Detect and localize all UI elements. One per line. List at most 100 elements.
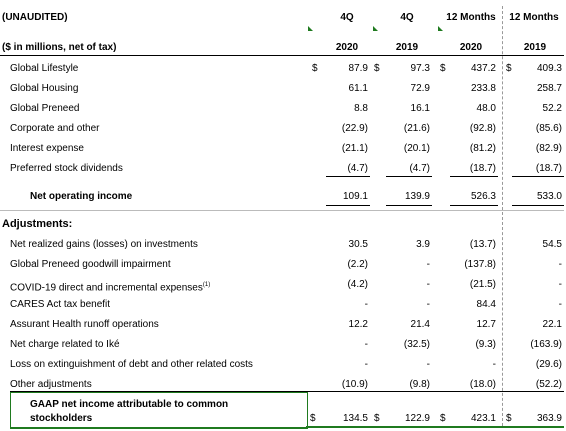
table-row: Other adjustments (10.9) (9.8) (18.0) (5… bbox=[0, 377, 566, 397]
cell: - bbox=[364, 339, 368, 350]
col4-period: 12 Months bbox=[509, 12, 559, 23]
row-label: Net realized gains (losses) on investmen… bbox=[10, 239, 198, 250]
cell: (81.2) bbox=[469, 143, 496, 154]
cell: (20.1) bbox=[403, 143, 430, 154]
cell: - bbox=[492, 359, 496, 370]
row-label: Interest expense bbox=[10, 143, 84, 154]
cell: 437.2 bbox=[470, 63, 496, 74]
row-label: Net operating income bbox=[30, 191, 133, 202]
cell: - bbox=[426, 299, 430, 310]
col1-year: 2020 bbox=[335, 42, 359, 53]
cell: (18.7) bbox=[535, 163, 562, 174]
table-row: Net realized gains (losses) on investmen… bbox=[0, 237, 566, 257]
cell: (13.7) bbox=[469, 239, 496, 250]
cell: - bbox=[364, 299, 368, 310]
cell: (21.6) bbox=[403, 123, 430, 134]
underline bbox=[450, 205, 498, 206]
gaap-label-line2: stockholders bbox=[30, 413, 93, 424]
cell: (9.3) bbox=[475, 339, 496, 350]
row-label: Corporate and other bbox=[10, 123, 100, 134]
cell: (18.0) bbox=[469, 379, 496, 390]
underline bbox=[326, 176, 370, 177]
section-divider bbox=[0, 210, 564, 211]
table-row: Global Preneed goodwill impairment (2.2)… bbox=[0, 257, 566, 277]
cell: - bbox=[558, 259, 562, 270]
cell: 87.9 bbox=[348, 63, 368, 74]
cell: 122.9 bbox=[404, 413, 430, 424]
table-row: Preferred stock dividends (4.7) (4.7) (1… bbox=[0, 161, 566, 181]
gaap-label-line1: GAAP net income attributable to common bbox=[30, 399, 229, 410]
row-label: Global Lifestyle bbox=[10, 63, 79, 74]
cell: 16.1 bbox=[410, 103, 430, 114]
footnote-marker: (1) bbox=[202, 282, 211, 288]
cell: (29.6) bbox=[535, 359, 562, 370]
cell: (4.7) bbox=[347, 163, 368, 174]
cell: (85.6) bbox=[535, 123, 562, 134]
cell: 12.7 bbox=[476, 319, 496, 330]
cell: - bbox=[426, 259, 430, 270]
cell: 3.9 bbox=[416, 239, 430, 250]
table-row: Loss on extinguishment of debt and other… bbox=[0, 357, 566, 377]
cell: 22.1 bbox=[542, 319, 562, 330]
green-marker-icon bbox=[373, 26, 378, 31]
cell: (92.8) bbox=[469, 123, 496, 134]
table-row: Corporate and other (22.9) (21.6) (92.8)… bbox=[0, 121, 566, 141]
row-label: COVID-19 direct and incremental expenses… bbox=[10, 277, 210, 293]
header-rule bbox=[0, 55, 564, 56]
cell: (4.2) bbox=[347, 279, 368, 290]
row-label: Preferred stock dividends bbox=[10, 163, 123, 174]
cell: (21.5) bbox=[469, 279, 496, 290]
col3-year: 2020 bbox=[459, 42, 483, 53]
row-label: Global Housing bbox=[10, 83, 79, 94]
col3-period: 12 Months bbox=[446, 12, 496, 23]
cell: (22.9) bbox=[341, 123, 368, 134]
cell: (82.9) bbox=[535, 143, 562, 154]
cell: (32.5) bbox=[403, 339, 430, 350]
cell: 12.2 bbox=[348, 319, 368, 330]
cell: 363.9 bbox=[536, 413, 562, 424]
cell: 109.1 bbox=[342, 191, 368, 202]
col1-period: 4Q bbox=[340, 12, 354, 23]
underline bbox=[450, 176, 498, 177]
cell: 52.2 bbox=[542, 103, 562, 114]
dollar-sign: $ bbox=[506, 413, 512, 424]
green-marker-icon bbox=[308, 26, 313, 31]
underline bbox=[386, 205, 432, 206]
table-row: Global Preneed 8.8 16.1 48.0 52.2 bbox=[0, 101, 566, 121]
cell: - bbox=[426, 279, 430, 290]
col2-period: 4Q bbox=[400, 12, 414, 23]
cell: 8.8 bbox=[354, 103, 368, 114]
dollar-sign: $ bbox=[440, 63, 446, 74]
cell: 139.9 bbox=[404, 191, 430, 202]
cell: (163.9) bbox=[530, 339, 562, 350]
dollar-sign: $ bbox=[310, 413, 316, 424]
table-row: Assurant Health runoff operations 12.2 2… bbox=[0, 317, 566, 337]
table-row: Global Housing 61.1 72.9 233.8 258.7 bbox=[0, 81, 566, 101]
dollar-sign: $ bbox=[506, 63, 512, 74]
gaap-row: $ 134.5 $ 122.9 $ 423.1 $ 363.9 bbox=[0, 411, 566, 431]
row-label: Loss on extinguishment of debt and other… bbox=[10, 359, 253, 370]
col2-year: 2019 bbox=[395, 42, 419, 53]
cell: (21.1) bbox=[341, 143, 368, 154]
row-label: Global Preneed bbox=[10, 103, 80, 114]
row-label: CARES Act tax benefit bbox=[10, 299, 111, 310]
cell: - bbox=[558, 299, 562, 310]
cell: 526.3 bbox=[470, 191, 496, 202]
gaap-double-rule bbox=[306, 426, 564, 428]
cell: 84.4 bbox=[476, 299, 496, 310]
cell: - bbox=[426, 359, 430, 370]
row-label-text: COVID-19 direct and incremental expenses bbox=[10, 282, 203, 294]
cell: 54.5 bbox=[542, 239, 562, 250]
cell: (18.7) bbox=[469, 163, 496, 174]
cell: (4.7) bbox=[409, 163, 430, 174]
cell: (10.9) bbox=[341, 379, 368, 390]
underline bbox=[512, 205, 564, 206]
adjustments-heading: Adjustments: bbox=[2, 218, 73, 230]
table-row: Interest expense (21.1) (20.1) (81.2) (8… bbox=[0, 141, 566, 161]
cell: 72.9 bbox=[410, 83, 430, 94]
cell: (52.2) bbox=[535, 379, 562, 390]
table-row: Net charge related to Iké - (32.5) (9.3)… bbox=[0, 337, 566, 357]
cell: - bbox=[364, 359, 368, 370]
row-label: Global Preneed goodwill impairment bbox=[10, 259, 171, 270]
